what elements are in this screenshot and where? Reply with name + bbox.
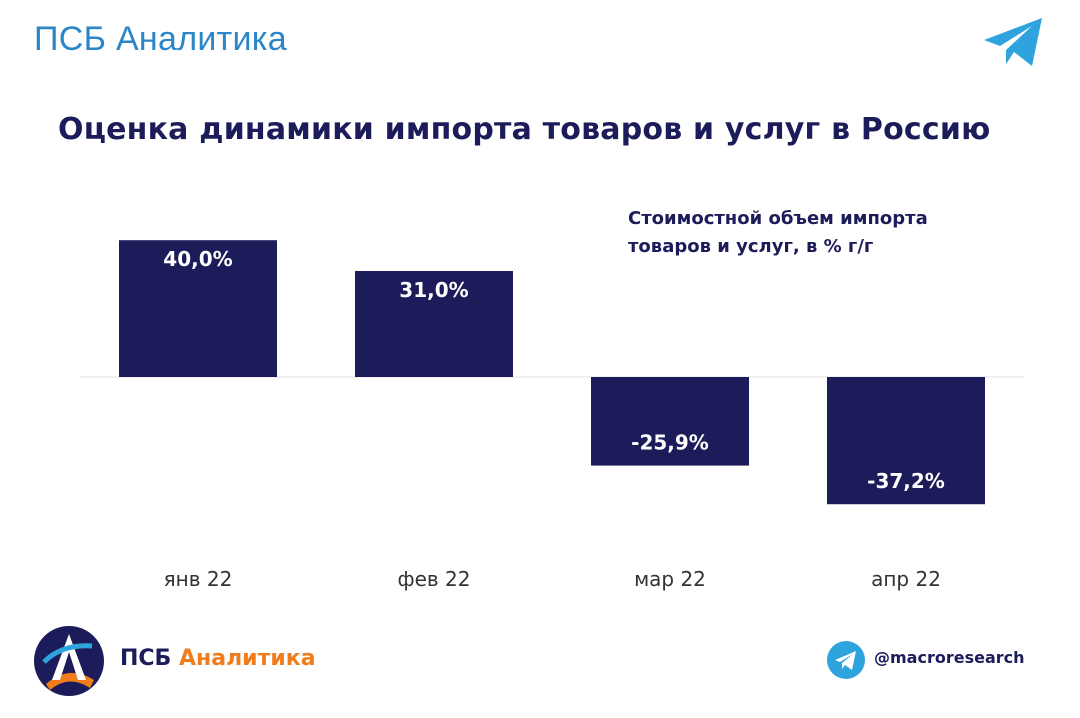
chart-title: Оценка динамики импорта товаров и услуг … — [58, 112, 991, 147]
x-tick-label-1: фев 22 — [398, 567, 471, 591]
bar-1 — [355, 270, 513, 377]
telegram-handle[interactable]: @macroresearch — [874, 648, 1025, 667]
data-label-1: 31,0% — [399, 278, 468, 302]
footer-brand-part2: Аналитика — [179, 646, 316, 671]
data-label-0: 40,0% — [163, 247, 232, 271]
x-tick-label-2: мар 22 — [634, 567, 706, 591]
header-brand: ПСБ Аналитика — [34, 20, 287, 58]
data-label-2: -25,9% — [631, 431, 709, 455]
x-tick-label-3: апр 22 — [871, 567, 941, 591]
telegram-icon[interactable] — [826, 640, 866, 680]
telegram-icon[interactable] — [982, 16, 1046, 70]
bar-2 — [591, 377, 749, 466]
psb-logo-icon — [34, 626, 104, 696]
legend-note-line-2: товаров и услуг, в % г/г — [628, 236, 873, 257]
bar-0 — [119, 240, 277, 377]
data-label-3: -37,2% — [867, 469, 945, 493]
footer-brand: ПСБ Аналитика — [120, 646, 316, 671]
legend-note-line-1: Стоимостной объем импорта — [628, 208, 928, 229]
footer-brand-part1: ПСБ — [120, 646, 179, 671]
x-tick-label-0: янв 22 — [164, 567, 233, 591]
bar-3 — [827, 377, 985, 505]
